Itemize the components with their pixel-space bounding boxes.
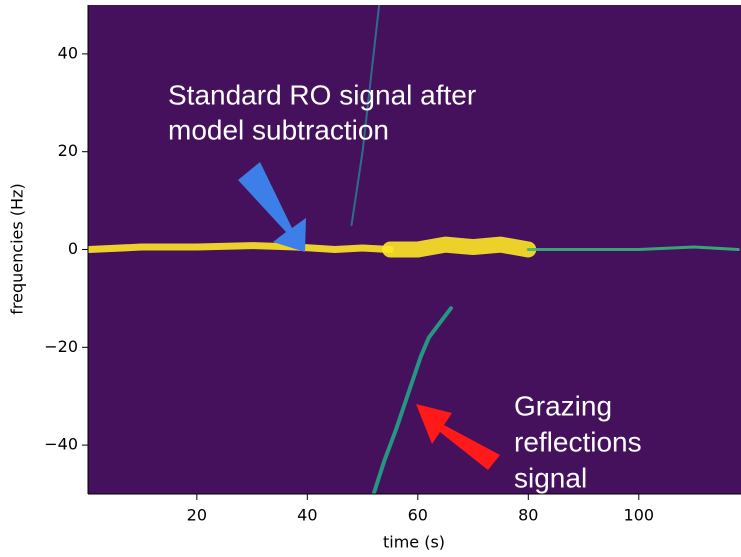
- x-tick-label: 80: [518, 506, 538, 525]
- x-axis-label: time (s): [383, 533, 445, 552]
- blue-arrow: [238, 162, 306, 252]
- signal-trace: [526, 245, 740, 251]
- x-tick-label: 40: [297, 506, 317, 525]
- signal-trace: [382, 236, 537, 258]
- y-tick-label: 0: [68, 239, 78, 258]
- annotation-text: signal: [514, 462, 587, 493]
- signal-trace: [88, 242, 394, 253]
- plot-area: [88, 5, 741, 494]
- signal-trace: [371, 306, 453, 494]
- annotation-text: model subtraction: [168, 114, 389, 145]
- y-tick-label: 40: [58, 43, 78, 62]
- y-axis-label: frequencies (Hz): [8, 183, 27, 314]
- annotation-text: reflections: [514, 426, 642, 457]
- x-tick-label: 20: [187, 506, 207, 525]
- signal-trace: [350, 5, 381, 227]
- x-tick-label: 60: [408, 506, 428, 525]
- y-tick-label: −40: [44, 435, 78, 454]
- annotation-text: Grazing: [514, 390, 612, 421]
- x-tick-label: 100: [624, 506, 655, 525]
- y-tick-label: −20: [44, 337, 78, 356]
- y-tick-label: 20: [58, 141, 78, 160]
- annotation-text: Standard RO signal after: [168, 79, 476, 110]
- red-arrow: [416, 404, 500, 470]
